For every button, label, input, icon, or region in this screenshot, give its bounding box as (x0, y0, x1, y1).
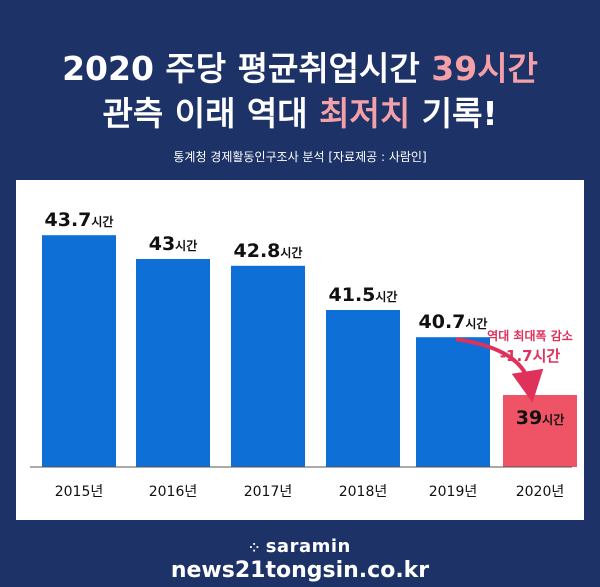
year-label-1: 2016년 (149, 484, 198, 500)
source-url: news21tongsin.co.kr (170, 558, 430, 583)
value-unit-0: 시간 (91, 214, 113, 229)
value-number-0: 43.7 (45, 209, 92, 231)
bar-chart: 43.7시간2015년43시간2016년42.8시간2017년41.5시간201… (30, 209, 577, 500)
bar-5 (503, 395, 577, 467)
headline-line-2-text: 관측 이래 역대 (102, 94, 320, 133)
value-label-5: 39시간 (516, 407, 565, 429)
value-label-0: 43.7시간 (45, 209, 114, 231)
value-number-1: 43 (149, 233, 175, 255)
saramin-brand-text: saramin (265, 536, 351, 557)
value-unit-4: 시간 (465, 316, 487, 331)
value-unit-2: 시간 (280, 245, 302, 260)
value-label-2: 42.8시간 (234, 240, 303, 262)
headline-line-1: 2020 주당 평균취업시간 39시간 (0, 42, 600, 90)
saramin-brand: ⁘ saramin (0, 536, 600, 557)
year-label-2: 2017년 (244, 484, 293, 500)
bar-2 (231, 265, 305, 467)
annotation-line-1: 역대 최대폭 감소 (487, 328, 573, 343)
value-label-4: 40.7시간 (419, 311, 488, 333)
bar-3 (326, 310, 400, 467)
value-number-2: 42.8 (234, 240, 281, 262)
value-number-4: 40.7 (419, 311, 466, 333)
headline-accent-hours: 39시간 (431, 49, 538, 88)
value-label-1: 43시간 (149, 233, 198, 255)
value-label-3: 41.5시간 (329, 284, 398, 306)
value-unit-3: 시간 (375, 289, 397, 304)
value-unit-5: 시간 (542, 412, 564, 427)
value-unit-1: 시간 (175, 238, 197, 253)
dots-icon: ⁘ (249, 541, 260, 555)
source-subtitle: 통계청 경제활동인구조사 분석 [자료제공 : 사람인] (173, 150, 427, 164)
year-label-3: 2018년 (339, 484, 388, 500)
value-number-3: 41.5 (329, 284, 376, 306)
annotation-line-2: -1.7시간 (500, 347, 561, 365)
decrease-arrow (455, 337, 544, 403)
headline-line-2: 관측 이래 역대 최저치 기록! (0, 87, 600, 135)
year-label-4: 2019년 (429, 484, 478, 500)
headline-accent-lowest: 최저치 (319, 94, 411, 133)
year-label-5: 2020년 (516, 484, 565, 500)
chart-panel: 43.7시간 2015년 43시간 2016년 42.8시간 2017년 41.5시간 201… (16, 180, 584, 520)
year-label-0: 2015년 (55, 484, 104, 500)
headline-line-1-text: 2020 주당 평균취업시간 (62, 49, 432, 88)
bar-0 (42, 235, 116, 467)
value-number-5: 39 (516, 407, 542, 429)
headline-line-2-suffix: 기록! (410, 94, 498, 133)
bar-1 (136, 259, 210, 467)
bar-4 (416, 337, 490, 467)
